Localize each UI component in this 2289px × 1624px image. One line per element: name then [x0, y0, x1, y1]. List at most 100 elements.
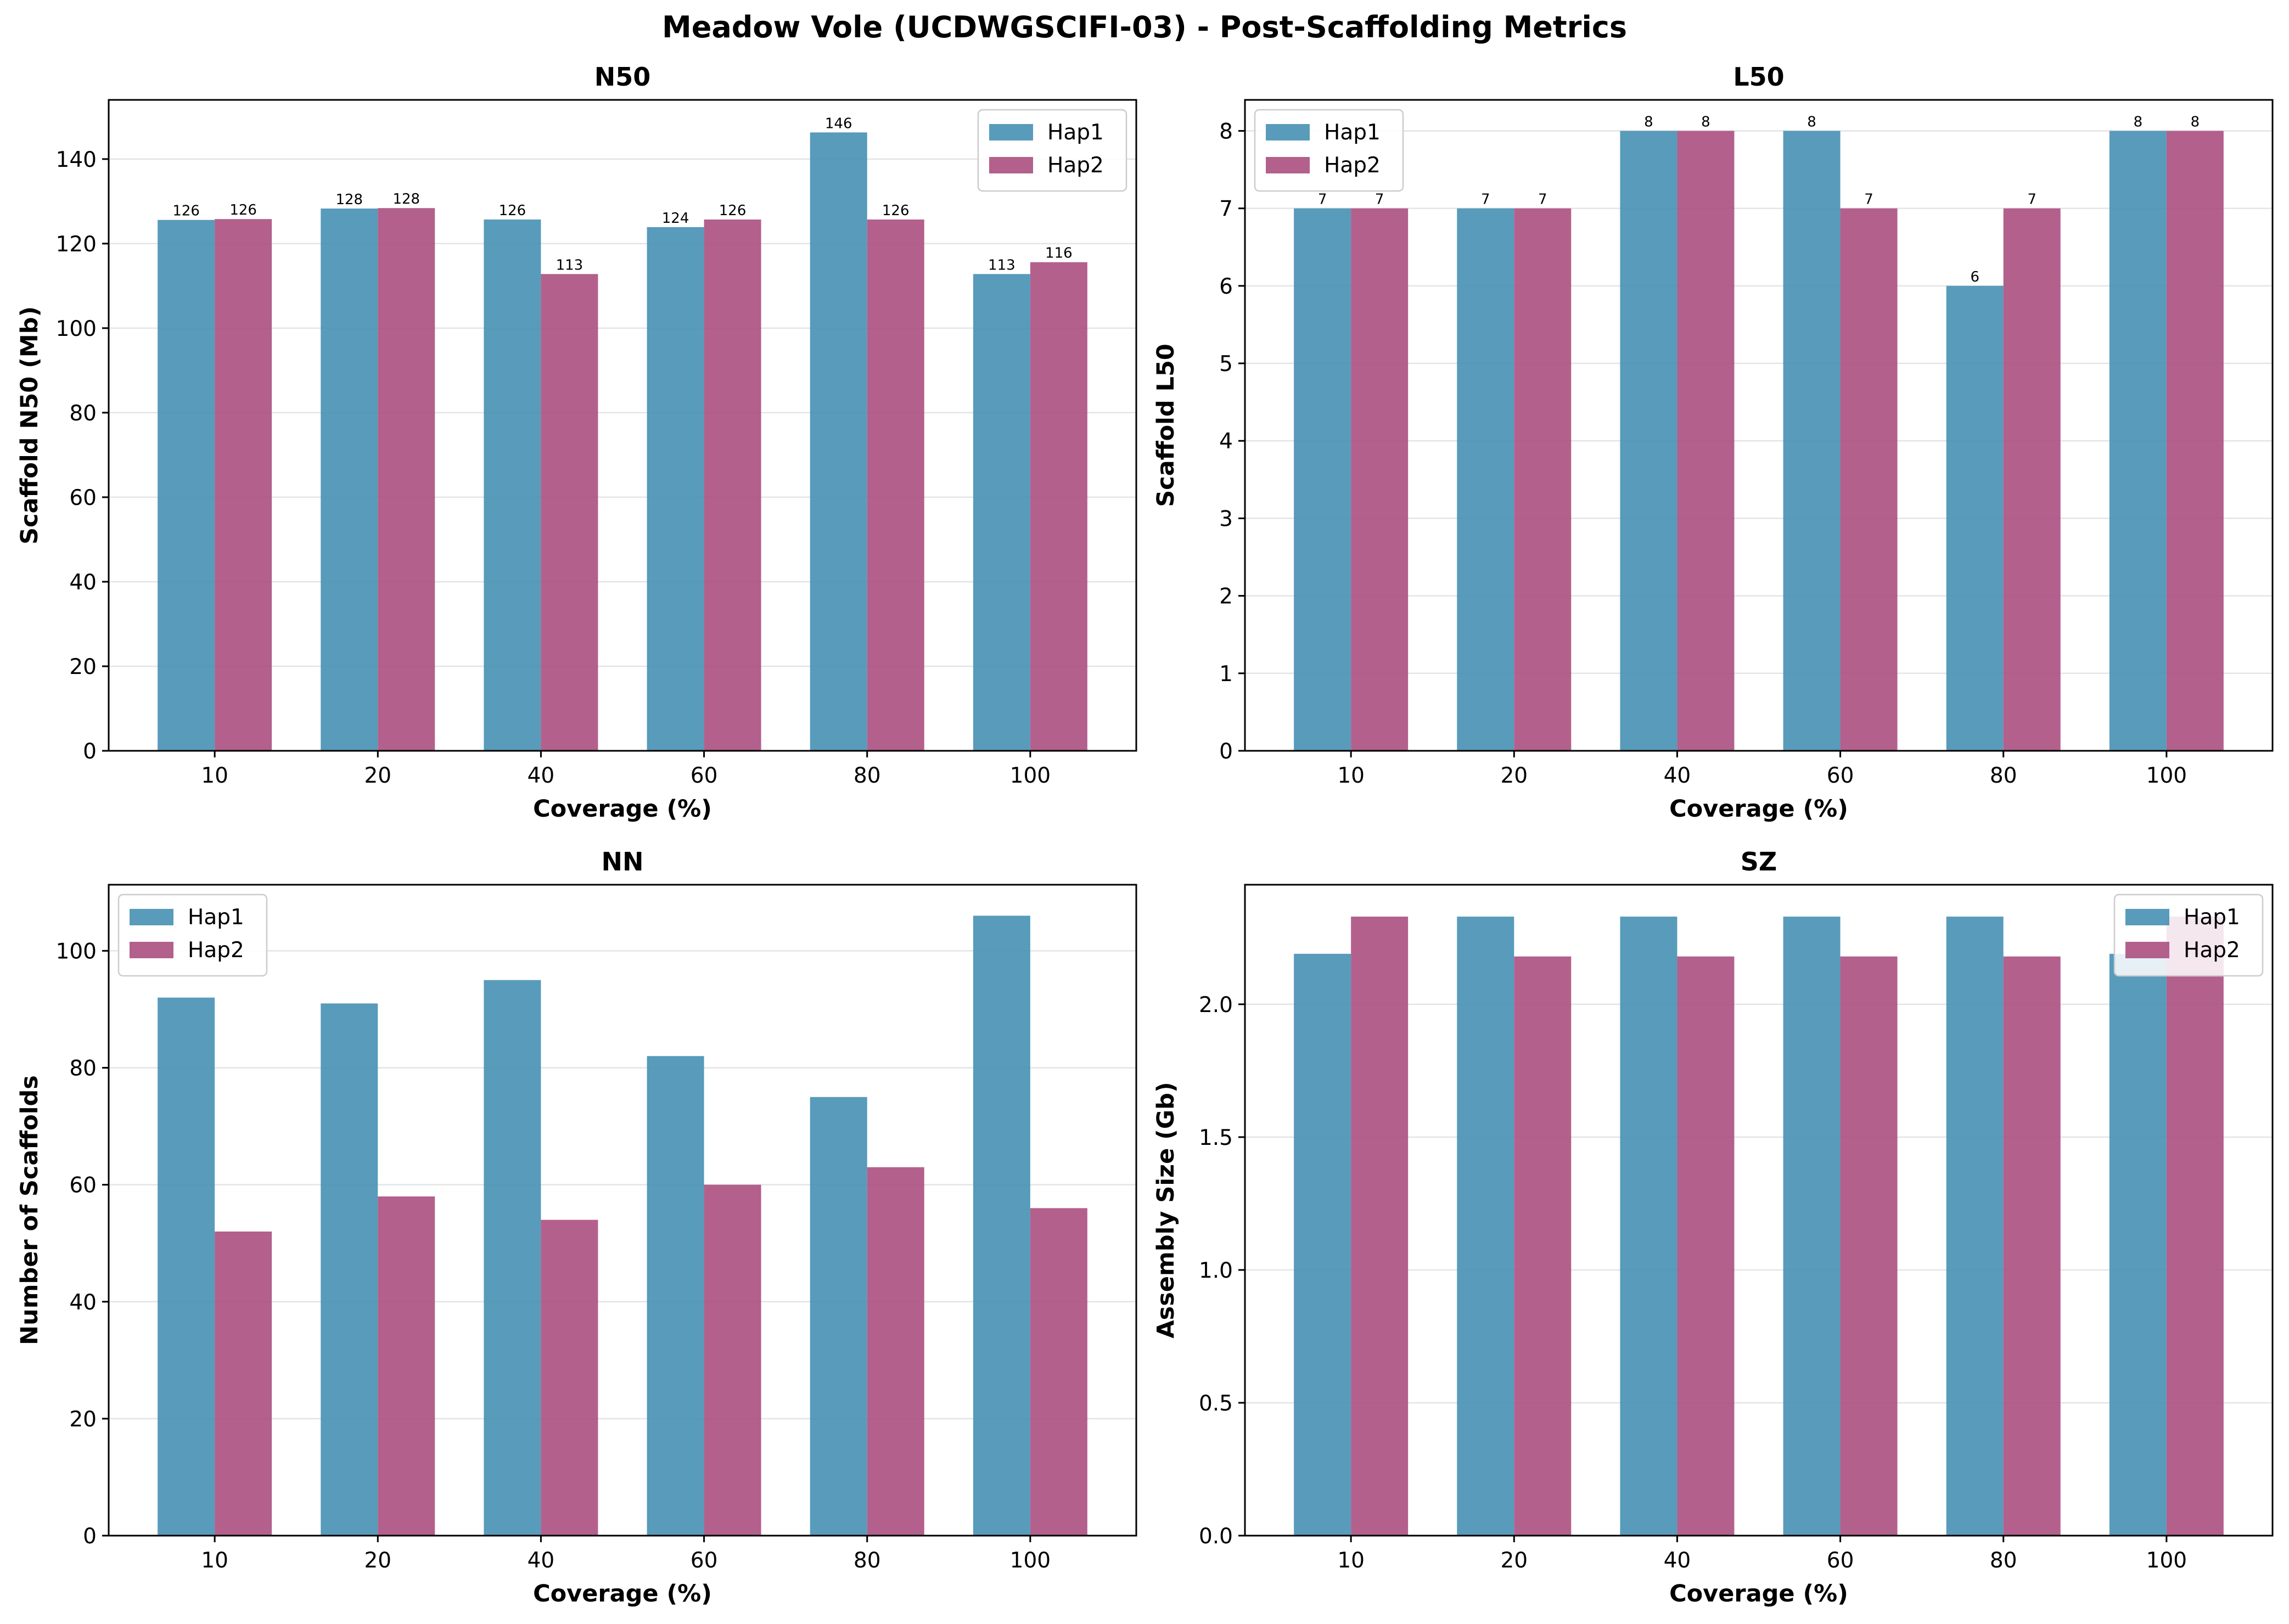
bar-hap2-100	[2166, 917, 2224, 1536]
bar-data-label: 7	[1375, 192, 1384, 208]
bar-hap1-40	[1620, 917, 1678, 1536]
axes-frame	[108, 884, 1137, 1537]
bar-hap1-40	[1620, 131, 1678, 751]
x-tick-label: 100	[1010, 763, 1051, 788]
chart-panel-n50: 126 128 126 124 146 113 126 128 113 126 126 116 0 20 4…	[16, 62, 1137, 823]
y-tick-label: 20	[69, 1407, 97, 1432]
y-axis-label: Scaffold N50 (Mb)	[16, 306, 43, 544]
y-tick-label: 1	[1219, 662, 1233, 687]
bar-hap1-100	[2109, 131, 2167, 751]
axes-frame	[1244, 884, 2274, 1537]
bar-hap2-10	[215, 219, 272, 751]
bar-hap1-80	[1946, 917, 2004, 1536]
bar-hap1-20	[1457, 917, 1514, 1536]
legend-swatch-hap1	[989, 124, 1033, 141]
chart-title: SZ	[1741, 847, 1777, 876]
x-tick-label: 60	[1827, 763, 1854, 788]
bar-data-label: 7	[2027, 192, 2036, 208]
bar-data-label: 128	[335, 192, 363, 208]
y-tick-label: 3	[1219, 507, 1233, 531]
y-tick-label: 80	[69, 1057, 97, 1081]
bar-hap1-100	[973, 274, 1030, 751]
legend-label: Hap1	[2184, 905, 2240, 930]
chart-title: N50	[594, 62, 651, 92]
x-tick-label: 10	[201, 763, 228, 788]
bar-data-label: 113	[988, 257, 1016, 273]
y-tick-label: 20	[69, 655, 97, 679]
bar-data-label: 146	[825, 115, 852, 132]
x-tick-label: 20	[364, 1548, 391, 1573]
y-tick-label: 0	[1219, 739, 1233, 764]
bar-hap2-40	[1677, 131, 1735, 751]
legend: Hap1 Hap2	[2113, 894, 2264, 977]
bar-hap2-20	[378, 1196, 435, 1536]
bar-hap2-100	[2166, 131, 2224, 751]
bar-data-label: 126	[229, 202, 257, 218]
x-tick-label: 80	[1990, 1548, 2017, 1573]
x-tick-label: 100	[2146, 1548, 2187, 1573]
bar-data-label: 7	[1481, 192, 1490, 208]
bar-data-label: 116	[1045, 245, 1073, 262]
bar-hap2-80	[2003, 208, 2061, 751]
bar-hap1-10	[158, 220, 215, 751]
bar-hap1-60	[647, 1056, 704, 1536]
bar-hap1-10	[1294, 208, 1351, 751]
bar-hap2-80	[867, 1167, 924, 1536]
legend-swatch-hap1	[2125, 909, 2169, 925]
x-tick-label: 20	[1500, 763, 1528, 788]
x-axis-label: Coverage (%)	[1669, 1580, 1848, 1608]
legend-label: Hap1	[1047, 120, 1104, 145]
bar-hap2-20	[378, 208, 435, 751]
bar-hap1-10	[1294, 953, 1351, 1536]
legend-label: Hap2	[2184, 938, 2240, 963]
x-tick-label: 80	[854, 763, 881, 788]
x-tick-label: 60	[1827, 1548, 1854, 1573]
legend-swatch-hap1	[1266, 124, 1310, 141]
legend-swatch-hap1	[130, 909, 173, 925]
bar-hap2-20	[1514, 956, 1572, 1536]
legend: Hap1 Hap2	[117, 894, 268, 977]
y-tick-label: 60	[69, 1173, 97, 1198]
y-tick-label: 100	[56, 939, 97, 964]
bar-hap1-60	[1783, 917, 1841, 1536]
bar-data-label: 126	[172, 203, 200, 220]
x-tick-label: 100	[2146, 763, 2187, 788]
bar-hap1-40	[484, 219, 541, 751]
y-tick-label: 4	[1219, 429, 1233, 454]
legend-swatch-hap2	[2125, 942, 2169, 958]
bar-hap2-10	[1351, 208, 1409, 751]
bar-hap1-80	[1946, 285, 2004, 751]
bar-hap1-80	[810, 1097, 867, 1536]
chart-panel-sz: 0.0 0.5 1.0 1.5 2.0 10 20 40 60 80 100 SZ Coverage (…	[1152, 847, 2274, 1608]
x-tick-label: 10	[201, 1548, 228, 1573]
x-tick-label: 60	[691, 1548, 718, 1573]
legend-swatch-hap2	[130, 942, 173, 958]
legend-label: Hap1	[1324, 120, 1381, 145]
x-axis-label: Coverage (%)	[533, 795, 712, 823]
y-tick-label: 8	[1219, 119, 1233, 144]
bar-data-label: 128	[392, 191, 420, 207]
bar-hap2-80	[2003, 956, 2061, 1536]
bar-hap2-100	[1030, 262, 1087, 751]
x-tick-label: 80	[1990, 763, 2017, 788]
bar-hap1-100	[973, 915, 1030, 1536]
x-tick-label: 80	[854, 1548, 881, 1573]
y-tick-label: 5	[1219, 352, 1233, 377]
x-tick-label: 60	[691, 763, 718, 788]
bar-data-label: 113	[556, 257, 584, 273]
y-tick-label: 2.0	[1199, 993, 1233, 1018]
x-tick-label: 40	[528, 1548, 555, 1573]
chart-title: L50	[1733, 62, 1784, 92]
bar-hap1-80	[810, 132, 867, 751]
bar-hap1-60	[647, 227, 704, 751]
bar-hap1-20	[321, 208, 378, 751]
y-tick-label: 7	[1219, 197, 1233, 222]
bar-data-label: 126	[882, 203, 910, 219]
bar-hap2-60	[1840, 208, 1898, 751]
bar-data-label: 8	[2134, 114, 2143, 130]
legend-label: Hap2	[188, 938, 244, 963]
y-tick-label: 120	[56, 232, 97, 257]
bar-hap1-100	[2109, 953, 2167, 1536]
bar-data-label: 8	[1701, 114, 1710, 130]
